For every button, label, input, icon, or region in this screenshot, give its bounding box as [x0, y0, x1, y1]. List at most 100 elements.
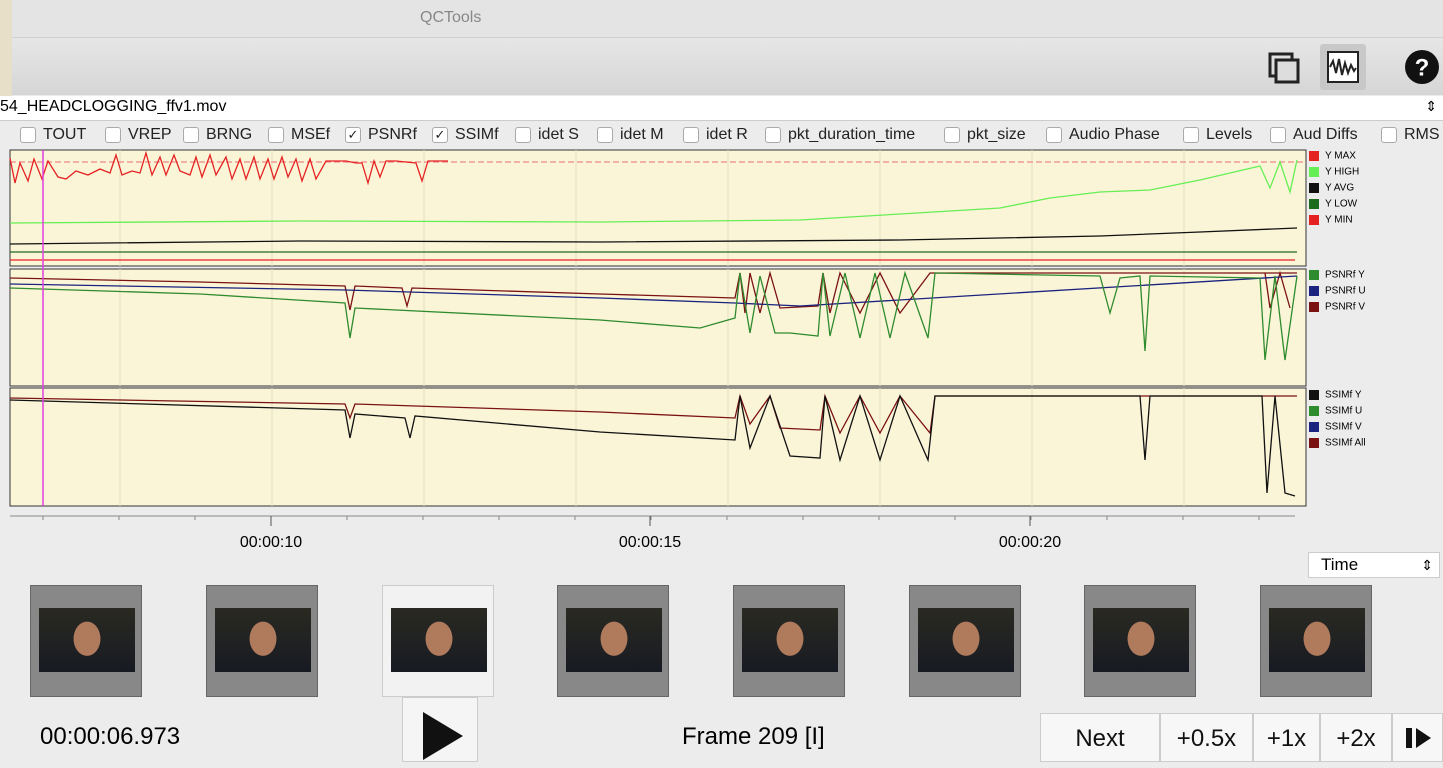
checkbox[interactable] — [597, 127, 613, 143]
thumbnail[interactable] — [382, 585, 494, 697]
filter-label: pkt_size — [967, 124, 1026, 146]
thumbnail-image — [215, 608, 311, 672]
filter-label: VREP — [128, 124, 172, 146]
legend-swatch — [1309, 151, 1319, 161]
title-bar — [0, 0, 1443, 38]
checkbox[interactable] — [1183, 127, 1199, 143]
filter-label: pkt_duration_time — [788, 124, 915, 146]
legend-label: Y LOW — [1325, 199, 1358, 210]
thumbnail-image — [1269, 608, 1365, 672]
checkbox[interactable] — [765, 127, 781, 143]
play-icon — [403, 698, 479, 763]
filter-label: Aud Diffs — [1293, 124, 1358, 146]
checkbox[interactable] — [515, 127, 531, 143]
thumbnail-image — [566, 608, 662, 672]
legend-label: Y MAX — [1325, 151, 1356, 162]
legend-swatch — [1309, 286, 1319, 296]
legend-swatch — [1309, 390, 1319, 400]
speed-button[interactable]: +1x — [1253, 713, 1320, 762]
speed-button[interactable]: +2x — [1320, 713, 1392, 762]
thumbnail[interactable] — [1260, 585, 1372, 697]
checkbox[interactable]: ✓ — [345, 127, 361, 143]
thumbnail[interactable] — [30, 585, 142, 697]
thumbnail[interactable] — [557, 585, 669, 697]
checkbox[interactable] — [1270, 127, 1286, 143]
filter-label: TOUT — [43, 124, 86, 146]
filter-label: Audio Phase — [1069, 124, 1160, 146]
help-glyph: ? — [1415, 54, 1430, 81]
legend-label: SSIMf V — [1325, 422, 1362, 433]
view-mode: Time — [1321, 555, 1358, 574]
toolbar-icons[interactable]: ? — [1262, 42, 1443, 94]
legend-label: Y HIGH — [1325, 167, 1359, 178]
step-button[interactable] — [1392, 713, 1443, 762]
checkbox[interactable]: ✓ — [432, 127, 448, 143]
filter-label: BRNG — [206, 124, 252, 146]
legend-swatch — [1309, 270, 1319, 280]
combo-arrow: ⇕ — [1425, 98, 1437, 115]
legend-swatch — [1309, 167, 1319, 177]
thumbnail-image — [918, 608, 1014, 672]
thumbnail[interactable] — [733, 585, 845, 697]
legend-swatch — [1309, 215, 1319, 225]
legend-swatch — [1309, 406, 1319, 416]
legend-label: SSIMf All — [1325, 438, 1366, 449]
legend-label: SSIMf Y — [1325, 390, 1362, 401]
window-title: QCTools — [420, 9, 481, 27]
legend-swatch — [1309, 199, 1319, 209]
qctools-window: QCTools ? 54_HEADCLOGGING_ffv1.mov ⇕ TOU… — [0, 0, 1443, 762]
frame-info: Frame 209 [I] — [682, 723, 825, 751]
legend-swatch — [1309, 438, 1319, 448]
time-tick-label: 00:00:10 — [240, 534, 302, 548]
thumbnail-image — [1093, 608, 1189, 672]
plot-panel — [10, 150, 1306, 266]
time-tick-label: 00:00:15 — [619, 534, 681, 548]
file-selector[interactable]: 54_HEADCLOGGING_ffv1.mov ⇕ — [0, 96, 1443, 121]
legend-swatch — [1309, 422, 1319, 432]
filter-label: idet S — [538, 124, 579, 146]
legend-label: SSIMf U — [1325, 406, 1362, 417]
combo-arrow: ⇕ — [1421, 553, 1433, 577]
step-icon — [1393, 714, 1443, 763]
thumbnail-image — [39, 608, 135, 672]
timecode: 00:00:06.973 — [40, 723, 180, 751]
graphs: Y MAX Y HIGH Y AVG Y LOW Y MIN PSNRf Y PSNRf U… — [0, 148, 1443, 548]
checkbox[interactable] — [1046, 127, 1062, 143]
checkbox[interactable] — [183, 127, 199, 143]
thumbnail[interactable] — [909, 585, 1021, 697]
thumbnail[interactable] — [206, 585, 318, 697]
windows-icon-front — [1276, 60, 1298, 82]
filter-label: idet R — [706, 124, 748, 146]
thumbnail-image — [742, 608, 838, 672]
thumbnail[interactable] — [1084, 585, 1196, 697]
checkbox[interactable] — [105, 127, 121, 143]
legend-swatch — [1309, 183, 1319, 193]
checkbox[interactable] — [1381, 127, 1397, 143]
filter-label: MSEf — [291, 124, 330, 146]
checkbox[interactable] — [683, 127, 699, 143]
checkbox[interactable] — [944, 127, 960, 143]
file-name: 54_HEADCLOGGING_ffv1.mov — [0, 98, 226, 116]
legend-label: Y AVG — [1325, 183, 1354, 194]
time-axis: 00:00:10 00:00:15 00:00:20 — [10, 516, 1295, 548]
thumbnail-image — [391, 608, 487, 672]
play-button[interactable] — [402, 697, 478, 762]
filter-label: idet M — [620, 124, 664, 146]
filter-label: PSNRf — [368, 124, 417, 146]
filter-label: SSIMf — [455, 124, 499, 146]
legend-label: PSNRf Y — [1325, 270, 1365, 281]
filter-label: RMS — [1404, 124, 1440, 146]
speed-button[interactable]: Next — [1040, 713, 1160, 762]
filter-label: Levels — [1206, 124, 1252, 146]
checkbox[interactable] — [20, 127, 36, 143]
corner — [0, 0, 12, 100]
speed-button[interactable]: +0.5x — [1160, 713, 1253, 762]
toolbar — [12, 38, 1443, 95]
legend-label: PSNRf U — [1325, 286, 1366, 297]
legend-label: Y MIN — [1325, 215, 1353, 226]
view-mode-combo[interactable]: Time ⇕ — [1308, 552, 1440, 578]
time-tick-label: 00:00:20 — [999, 534, 1061, 548]
legends: Y MAX Y HIGH Y AVG Y LOW Y MIN PSNRf Y PSNRf U… — [1309, 151, 1366, 449]
legend-swatch — [1309, 302, 1319, 312]
checkbox[interactable] — [268, 127, 284, 143]
